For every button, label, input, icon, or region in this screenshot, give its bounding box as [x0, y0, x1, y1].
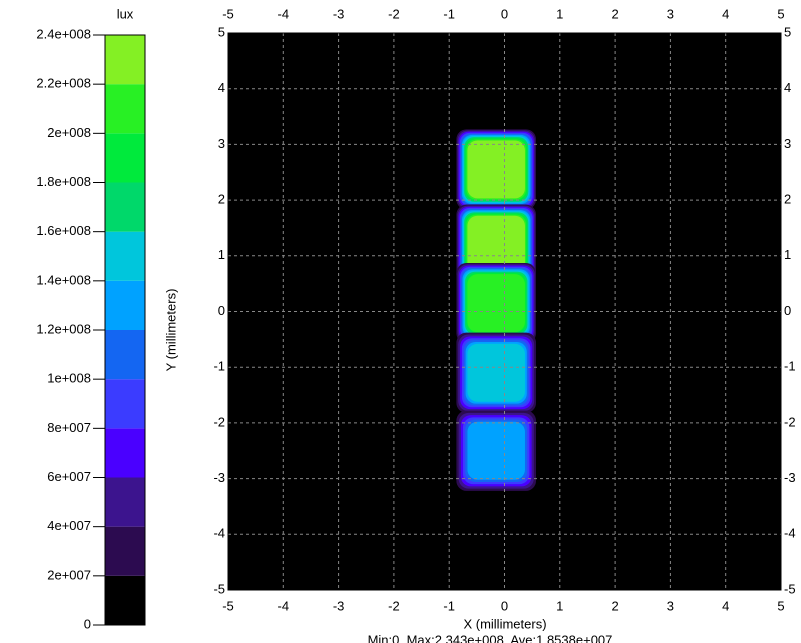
- y-tick-label-right: 1: [784, 247, 791, 262]
- colorbar-band: [105, 526, 145, 576]
- colorbar-title: lux: [117, 6, 134, 21]
- y-tick-label-right: 5: [784, 24, 791, 39]
- y-tick-label: 0: [218, 303, 225, 318]
- colorbar-tick-label: 6e+007: [47, 469, 91, 484]
- x-tick-label-top: -2: [388, 6, 400, 21]
- colorbar-tick-label: 2.2e+008: [36, 76, 91, 91]
- colorbar-tick-label: 2e+008: [47, 125, 91, 140]
- colorbar-tick-label: 2e+007: [47, 567, 91, 582]
- x-tick-label-top: 3: [667, 6, 674, 21]
- colorbar-tick-label: 2.4e+008: [36, 26, 91, 41]
- x-tick-label-top: -3: [333, 6, 345, 21]
- colorbar-tick-label: 1.8e+008: [36, 174, 91, 189]
- y-tick-label: -4: [213, 526, 225, 541]
- y-tick-label: 2: [218, 192, 225, 207]
- colorbar-band: [105, 280, 145, 330]
- x-tick-label-top: -4: [278, 6, 290, 21]
- colorbar-band: [105, 182, 145, 232]
- y-tick-label-right: -4: [784, 526, 796, 541]
- x-tick-label: 1: [556, 598, 563, 613]
- x-tick-label-top: -5: [222, 6, 234, 21]
- spot-level: [467, 421, 525, 480]
- y-tick-label-right: 0: [784, 303, 791, 318]
- x-tick-label: -4: [278, 598, 290, 613]
- x-tick-label: -2: [388, 598, 400, 613]
- y-tick-label-right: -2: [784, 414, 796, 429]
- x-tick-label-top: 4: [722, 6, 729, 21]
- x-axis-label: X (millimeters): [463, 616, 546, 631]
- stats-note: Min:0, Max:2.343e+008, Ave:1.8538e+007: [368, 632, 613, 643]
- x-tick-label-top: -1: [443, 6, 455, 21]
- spot-level: [467, 343, 525, 402]
- x-tick-label: -5: [222, 598, 234, 613]
- colorbar-band: [105, 428, 145, 478]
- plot-frame: [227, 32, 782, 591]
- colorbar-tick-label: 1.6e+008: [36, 223, 91, 238]
- x-tick-label-top: 0: [501, 6, 508, 21]
- colorbar-band: [105, 231, 145, 281]
- spot-level: [467, 215, 525, 274]
- y-tick-label: -1: [213, 359, 225, 374]
- colorbar-band: [105, 133, 145, 183]
- y-axis-label: Y (millimeters): [163, 289, 178, 372]
- colorbar-band: [105, 575, 145, 625]
- x-tick-label-top: 2: [611, 6, 618, 21]
- colorbar-tick-label: 0: [84, 616, 91, 631]
- y-tick-label: -3: [213, 470, 225, 485]
- colorbar-tick-label: 4e+007: [47, 518, 91, 533]
- y-tick-label: -2: [213, 414, 225, 429]
- y-tick-label-right: -3: [784, 470, 796, 485]
- x-tick-label-top: 5: [777, 6, 784, 21]
- y-tick-label: 5: [218, 24, 225, 39]
- y-tick-label-right: -1: [784, 359, 796, 374]
- y-tick-label-right: -5: [784, 581, 796, 596]
- x-tick-label: 2: [611, 598, 618, 613]
- x-tick-label-top: 1: [556, 6, 563, 21]
- colorbar-tick-label: 1.2e+008: [36, 321, 91, 336]
- spot-level: [467, 274, 525, 333]
- y-tick-label-right: 3: [784, 136, 791, 151]
- colorbar-tick-label: 1.4e+008: [36, 272, 91, 287]
- colorbar-band: [105, 330, 145, 380]
- y-tick-label-right: 2: [784, 192, 791, 207]
- x-tick-label: -1: [443, 598, 455, 613]
- y-tick-label-right: 4: [784, 80, 791, 95]
- y-tick-label: 3: [218, 136, 225, 151]
- y-tick-label: 1: [218, 247, 225, 262]
- colorbar-band: [105, 35, 145, 85]
- x-tick-label: 4: [722, 598, 729, 613]
- x-tick-label: 5: [777, 598, 784, 613]
- colorbar-tick-label: 8e+007: [47, 420, 91, 435]
- colorbar-band: [105, 379, 145, 429]
- x-tick-label: 3: [667, 598, 674, 613]
- y-tick-label: -5: [213, 581, 225, 596]
- x-tick-label: -3: [333, 598, 345, 613]
- colorbar-tick-label: 1e+008: [47, 371, 91, 386]
- x-tick-label: 0: [501, 598, 508, 613]
- colorbar-band: [105, 477, 145, 527]
- colorbar-band: [105, 84, 145, 134]
- y-tick-label: 4: [218, 80, 225, 95]
- spot-level: [467, 140, 525, 199]
